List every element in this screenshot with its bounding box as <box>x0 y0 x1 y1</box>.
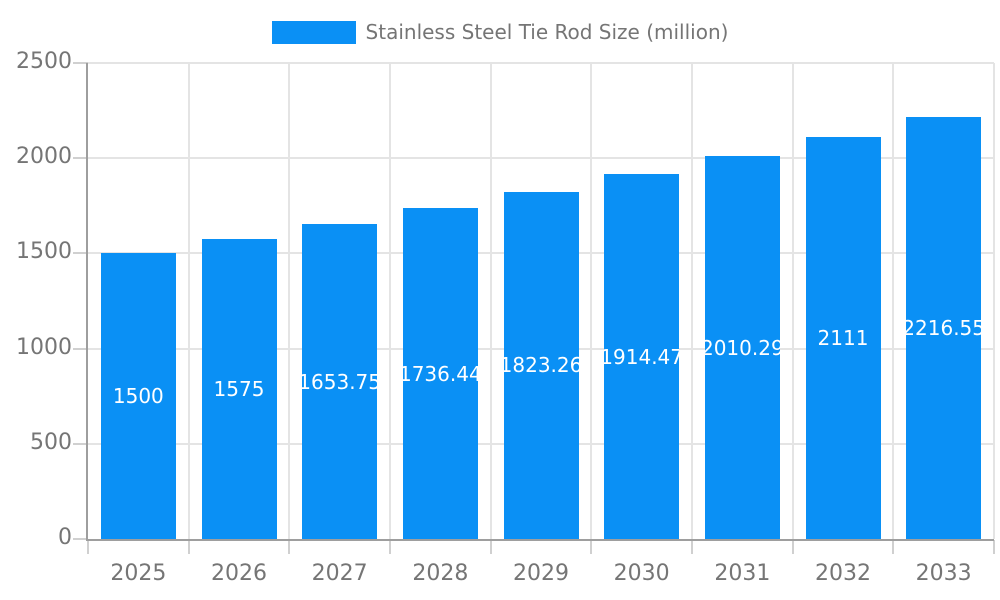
y-axis-tick <box>73 347 88 350</box>
x-axis-tick <box>691 540 693 554</box>
x-axis-tick-label: 2031 <box>714 561 771 586</box>
y-axis-tick <box>73 252 88 255</box>
x-axis-tick-label: 2025 <box>110 561 167 586</box>
x-axis-line <box>86 539 994 541</box>
bar-2025: 1500 <box>100 253 176 539</box>
x-axis-tick-label: 2030 <box>613 561 670 586</box>
x-axis-tick-label: 2033 <box>915 561 972 586</box>
legend-label: Stainless Steel Tie Rod Size (million) <box>365 20 729 44</box>
y-axis-tick <box>73 62 88 64</box>
y-axis-tick-label: 500 <box>30 429 72 455</box>
gridline-horizontal <box>88 62 994 64</box>
bar-2031: 2010.29 <box>704 156 780 539</box>
y-axis-tick-label: 0 <box>58 525 72 550</box>
bar-value-label: 1823.26 <box>503 353 579 378</box>
y-axis-tick <box>73 157 88 160</box>
gridline-vertical <box>288 63 291 539</box>
bar-value-label: 1736.44 <box>402 361 478 386</box>
gridline-vertical <box>892 63 895 539</box>
x-axis-tick <box>892 540 895 554</box>
bar-2030: 1914.47 <box>604 174 680 539</box>
x-axis-tick <box>187 540 190 554</box>
gridline-vertical <box>993 63 995 539</box>
chart-legend[interactable]: Stainless Steel Tie Rod Size (million) <box>0 17 1000 47</box>
x-axis-tick-label: 2027 <box>311 561 368 586</box>
y-axis-tick <box>73 538 88 540</box>
x-axis-tick-label: 2029 <box>512 561 569 586</box>
y-axis-tick <box>73 442 88 445</box>
bar-2033: 2216.55 <box>906 116 982 539</box>
gridline-vertical <box>590 63 593 539</box>
x-axis-tick <box>590 540 593 554</box>
bar-value-label: 1914.47 <box>604 344 680 369</box>
gridline-vertical <box>691 63 693 539</box>
bar-2029: 1823.26 <box>503 191 579 539</box>
gridline-vertical <box>187 63 190 539</box>
x-axis-tick <box>288 540 291 554</box>
x-axis-tick <box>489 540 492 554</box>
x-axis-tick-label: 2032 <box>814 561 871 586</box>
bar-value-label: 1653.75 <box>302 369 378 394</box>
bar-value-label: 1575 <box>213 377 265 402</box>
x-axis-tick <box>87 540 89 554</box>
legend-swatch-icon <box>271 20 356 44</box>
gridline-vertical <box>791 63 794 539</box>
gridline-vertical <box>489 63 492 539</box>
y-axis-line <box>86 63 88 541</box>
bar-value-label: 1500 <box>112 384 164 409</box>
x-axis-tick-label: 2028 <box>412 561 469 586</box>
y-axis-tick-label: 1500 <box>16 239 72 265</box>
x-axis-tick <box>791 540 794 554</box>
y-axis-tick-label: 2000 <box>16 144 72 170</box>
bar-value-label: 2216.55 <box>906 315 982 340</box>
gridline-horizontal <box>88 157 994 160</box>
bar-2032: 2111 <box>805 137 881 539</box>
x-axis-tick <box>389 540 391 554</box>
gridline-vertical <box>389 63 391 539</box>
y-axis-tick-label: 1000 <box>16 334 72 360</box>
bar-2028: 1736.44 <box>402 208 478 539</box>
y-axis-tick-label: 2500 <box>16 49 72 74</box>
bar-value-label: 2010.29 <box>704 335 780 360</box>
bar-value-label: 2111 <box>817 326 869 351</box>
bar-2027: 1653.75 <box>302 224 378 539</box>
x-axis-tick-label: 2026 <box>210 561 267 586</box>
bar-2026: 1575 <box>201 239 277 539</box>
x-axis-tick <box>993 540 995 554</box>
